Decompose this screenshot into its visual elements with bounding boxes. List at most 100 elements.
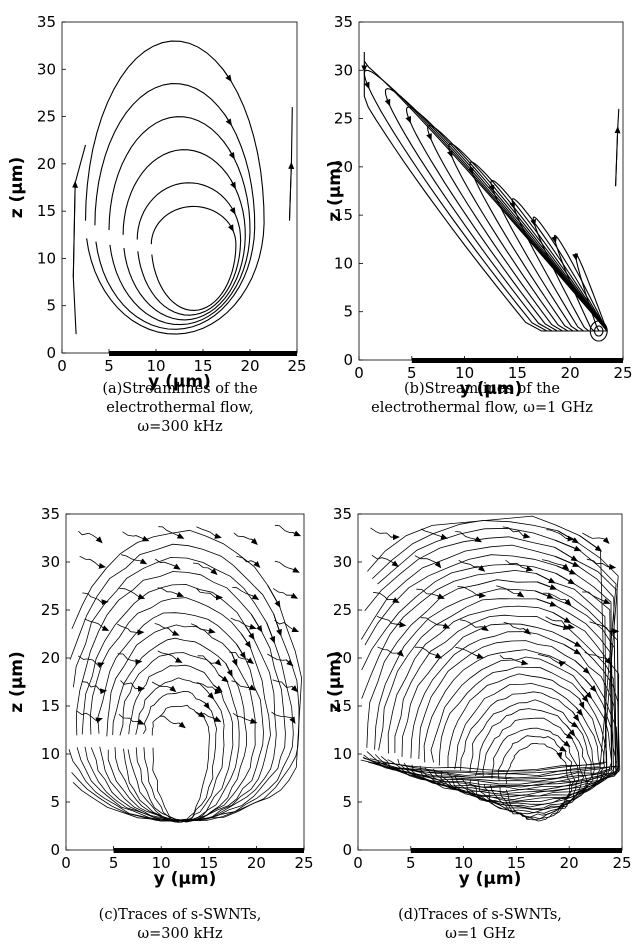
flow-arrow: [434, 652, 443, 659]
particle-trace-short: [77, 655, 104, 666]
flow-arrow: [228, 148, 235, 160]
flow-arrow: [552, 623, 571, 631]
particle-trace-short: [117, 623, 143, 633]
x-tick-label: 10: [152, 854, 171, 872]
y-tick-label: 20: [41, 649, 60, 667]
particle-trace: [364, 536, 619, 777]
flow-arrow: [568, 721, 579, 728]
y-tick-label: 10: [333, 745, 352, 763]
flow-arrow: [555, 572, 576, 585]
flow-arrow: [523, 627, 532, 635]
flow-arrow: [536, 598, 558, 607]
flow-arrow: [575, 707, 583, 717]
x-axis-label: y (µm): [460, 379, 523, 399]
flow-arrow: [474, 536, 483, 543]
flow-arrow: [405, 115, 412, 124]
y-tick-label: 35: [333, 505, 352, 523]
particle-trace-short: [496, 585, 523, 597]
flow-arrow: [224, 114, 232, 126]
flow-arrow: [174, 657, 183, 663]
flow-arrow: [534, 590, 555, 599]
flow-arrow: [214, 658, 222, 667]
x-tick-label: 10: [455, 364, 474, 382]
flow-arrow: [574, 660, 590, 674]
flow-arrow: [176, 591, 185, 598]
particle-trace: [142, 691, 218, 823]
y-axis-label: z (µm): [325, 160, 345, 222]
flow-arrow: [97, 662, 105, 669]
flow-arrow: [392, 597, 400, 604]
particle-trace-short: [82, 681, 106, 692]
x-axis-label: y (µm): [154, 869, 217, 889]
flow-arrow: [207, 692, 215, 700]
particle-trace-short: [582, 532, 609, 543]
y-tick-label: 5: [50, 793, 60, 811]
flow-arrow: [218, 674, 229, 683]
streamline: [532, 216, 608, 332]
particle-trace-short: [371, 554, 398, 567]
flow-arrow: [210, 568, 218, 576]
flow-arrow: [72, 180, 79, 278]
flow-arrow: [555, 555, 580, 567]
x-tick-label: 0: [354, 364, 364, 382]
caption-b: (b)Streamlines of the electrothermal flo…: [325, 380, 639, 418]
particle-trace: [112, 637, 248, 823]
streamline: [490, 179, 608, 332]
flow-arrow: [557, 530, 580, 544]
flow-arrow: [607, 563, 617, 570]
particle-trace-short: [236, 555, 260, 567]
y-tick-label: 0: [46, 344, 56, 362]
flow-arrow: [572, 711, 580, 722]
flow-arrow: [555, 539, 582, 552]
flow-arrow: [536, 581, 558, 590]
particle-trace: [75, 571, 286, 822]
flow-arrow: [602, 598, 611, 604]
x-tick-label: 20: [560, 854, 579, 872]
x-tick-label: 0: [61, 854, 71, 872]
particle-trace: [81, 584, 277, 823]
flow-arrow: [101, 625, 110, 631]
flow-arrow: [231, 652, 238, 667]
x-tick-label: 20: [240, 357, 259, 375]
streamline: [108, 116, 251, 326]
flow-arrow: [391, 560, 399, 568]
streamline: [136, 182, 242, 316]
flow-arrow: [240, 633, 252, 649]
streamline: [122, 149, 246, 321]
caption-b-line-1: (b)Streamlines of the: [404, 381, 560, 397]
flow-arrow: [229, 207, 236, 215]
x-axis-label: y (µm): [148, 372, 211, 392]
caption-d: (d)Traces of s-SWNTs, ω=1 GHz: [340, 906, 620, 944]
flow-arrow: [173, 563, 181, 570]
streamline-left: [72, 144, 87, 335]
flow-arrow: [564, 732, 574, 740]
x-tick-label: 15: [193, 357, 212, 375]
particle-trace-short: [231, 680, 255, 690]
x-tick-label: 0: [57, 357, 67, 375]
flow-arrow: [475, 653, 485, 659]
particle-trace: [366, 579, 620, 786]
flow-arrow: [171, 630, 180, 636]
flow-arrow: [552, 612, 572, 624]
y-tick-label: 10: [41, 745, 60, 763]
particle-trace-short: [196, 526, 221, 538]
x-tick-label: 20: [561, 364, 580, 382]
y-tick-label: 15: [333, 697, 352, 715]
y-tick-label: 0: [50, 841, 60, 859]
electrode-bar: [109, 351, 297, 356]
caption-d-line-1: (d)Traces of s-SWNTs,: [398, 907, 562, 923]
y-tick-label: 20: [37, 155, 56, 173]
panel-c-traces-300khz: 0 5 10 15 20 25 0 5 10 15 20 25 30 35 y (µm) z (µm): [7, 505, 314, 889]
flow-arrow: [213, 716, 222, 722]
flow-arrow: [579, 535, 603, 552]
particle-trace: [430, 656, 613, 804]
particle-trace-short: [414, 555, 441, 568]
y-tick-label: 30: [334, 61, 353, 79]
y-tick-label: 35: [37, 13, 56, 31]
flow-arrow: [396, 621, 407, 628]
particle-trace-short: [78, 530, 102, 543]
flow-arrow: [558, 661, 567, 667]
flow-arrow: [565, 535, 575, 542]
caption-c-line-2: ω=300 kHz: [137, 926, 223, 942]
